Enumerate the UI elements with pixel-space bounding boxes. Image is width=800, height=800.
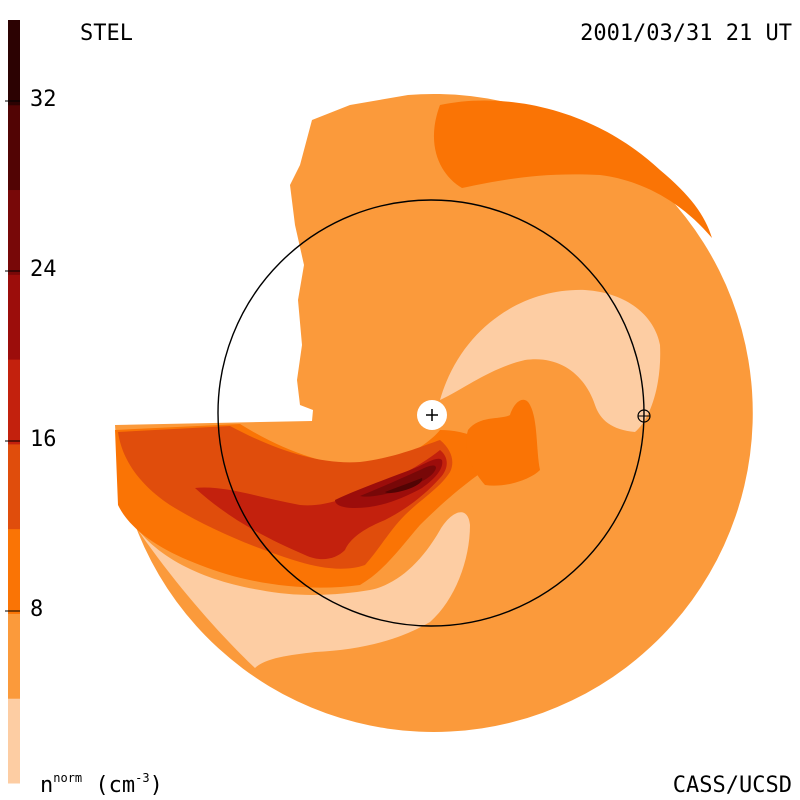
colorbar-tick-label-32: 32 — [30, 87, 57, 112]
colorbar-bin-16-20 — [8, 359, 20, 445]
colorbar-tick-label-8: 8 — [30, 597, 43, 622]
colorbar-tick-label-24: 24 — [30, 257, 57, 282]
level-28-32 — [385, 478, 423, 494]
colorbar — [8, 20, 20, 784]
level-8-12-blob — [466, 399, 540, 486]
colorbar-bin-24-28 — [8, 189, 20, 275]
level-24-28 — [360, 465, 436, 497]
colorbar-bin-20-24 — [8, 274, 20, 360]
level-0-4-lower — [128, 512, 470, 668]
colorbar-bin-12-16 — [8, 443, 20, 530]
colorbar-ticks: 8 16 24 32 — [5, 87, 57, 622]
timestamp-label: 2001/03/31 21 UT — [580, 21, 792, 46]
credit-label: CASS/UCSD — [673, 773, 792, 798]
colorbar-bin-28-32 — [8, 104, 20, 191]
colorbar-bin-32-36 — [8, 20, 20, 106]
level-16-20 — [195, 450, 447, 560]
instrument-label: STEL — [80, 21, 133, 46]
level-8-12-top — [433, 100, 712, 238]
level-0-4-arm — [440, 289, 661, 432]
colorbar-tick-label-16: 16 — [30, 427, 57, 452]
colorbar-bin-0-4 — [8, 698, 20, 784]
colorbar-unit-label: nnorm (cm-3) — [40, 771, 163, 798]
level-12-16 — [118, 426, 453, 569]
colorbar-bin-4-8 — [8, 613, 20, 699]
earth-marker — [637, 409, 651, 423]
sun-marker — [417, 400, 447, 430]
colorbar-bin-8-12 — [8, 528, 20, 614]
